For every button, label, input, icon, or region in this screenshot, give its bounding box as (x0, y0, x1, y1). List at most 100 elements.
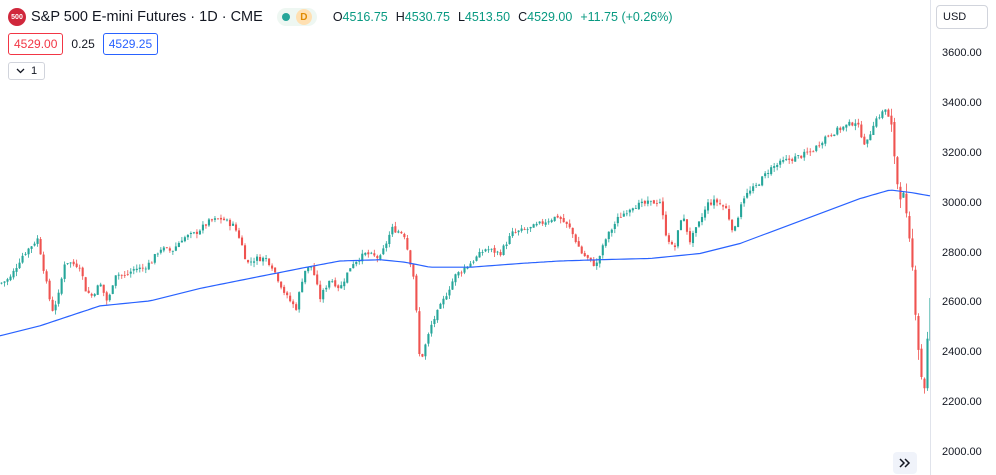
candle-up (54, 304, 57, 311)
candle-down (48, 280, 51, 300)
candle-up (331, 281, 334, 283)
sell-price-button[interactable]: 4529.00 (8, 33, 64, 55)
candle-up (803, 151, 806, 158)
candle-up (189, 232, 192, 235)
candle-down (923, 378, 926, 389)
candle-up (815, 145, 818, 151)
candle-down (499, 252, 502, 256)
price-axis-tick: 2600.00 (942, 296, 982, 309)
candle-up (749, 190, 752, 194)
candle-up (451, 281, 454, 290)
candle-up (706, 202, 710, 211)
candle-up (926, 338, 929, 389)
candle-down (725, 206, 728, 209)
candle-down (367, 252, 370, 255)
candle-up (66, 263, 69, 265)
candle-up (138, 267, 141, 270)
candle-down (559, 216, 562, 220)
market-open-dot-icon (281, 13, 290, 21)
candle-up (180, 240, 183, 243)
market-status-pill[interactable]: D (276, 8, 317, 26)
candle-up (391, 226, 394, 235)
candle-up (634, 208, 637, 209)
candle-up (352, 264, 355, 269)
candle-up (764, 173, 767, 177)
candle-down (661, 201, 664, 216)
candle-down (39, 239, 42, 255)
candle-up (207, 219, 211, 226)
symbol-logo[interactable]: 500 (8, 8, 26, 26)
candle-up (99, 284, 102, 287)
candle-down (274, 267, 277, 273)
candle-up (310, 266, 313, 268)
candle-down (72, 261, 75, 265)
candle-up (153, 254, 156, 263)
candle-up (225, 219, 229, 221)
candle-up (454, 274, 457, 283)
candle-up (132, 269, 135, 271)
candle-up (358, 260, 361, 262)
candle-down (120, 274, 123, 276)
candle-up (231, 223, 235, 226)
candle-down (652, 200, 655, 204)
candle-up (550, 220, 553, 222)
candle-down (337, 285, 340, 289)
candle-up (884, 109, 887, 112)
candle-up (361, 253, 364, 262)
price-axis-tick: 2200.00 (942, 396, 982, 409)
currency-selector[interactable]: USD (936, 5, 988, 29)
candle-up (192, 232, 195, 234)
low-value: 4513.50 (464, 10, 511, 24)
price-axis-separator (930, 0, 931, 475)
candle-up (397, 231, 400, 233)
candle-up (481, 252, 484, 253)
candle-down (718, 203, 722, 205)
candle-up (255, 256, 259, 261)
candle-up (490, 248, 493, 250)
price-chart[interactable] (0, 0, 930, 475)
candle-up (30, 246, 33, 249)
candle-down (240, 237, 244, 246)
candle-down (460, 272, 463, 274)
candle-up (301, 281, 304, 293)
candle-up (595, 262, 598, 266)
candle-up (676, 230, 680, 247)
open-value: 4516.75 (342, 10, 388, 24)
candle-down (406, 237, 409, 250)
candle-up (328, 280, 331, 288)
spread-value: 0.25 (71, 37, 95, 51)
candle-up (18, 262, 21, 269)
candle-down (899, 186, 902, 200)
candle-down (673, 245, 677, 248)
candle-up (174, 246, 177, 251)
candle-up (340, 285, 343, 289)
candle-down (556, 215, 559, 218)
candle-up (117, 274, 120, 276)
candle-down (571, 227, 574, 235)
candle-up (535, 223, 538, 226)
candle-down (589, 257, 592, 260)
candle-down (81, 267, 84, 277)
indicators-toggle-button[interactable]: 1 (8, 62, 46, 80)
candle-down (890, 115, 893, 125)
candle-up (379, 255, 382, 260)
candle-down (592, 260, 595, 266)
delayed-data-badge[interactable]: D (295, 9, 312, 25)
candle-down (316, 274, 319, 285)
scroll-to-realtime-button[interactable] (893, 452, 917, 474)
candle-up (532, 224, 535, 228)
candle-up (343, 281, 346, 287)
candle-down (228, 219, 232, 227)
candle-up (785, 158, 788, 160)
candle-up (752, 186, 755, 191)
candle-up (679, 220, 683, 231)
candle-up (445, 296, 448, 300)
price-axis-tick: 3200.00 (942, 146, 982, 159)
symbol-title[interactable]: S&P 500 E-mini Futures · 1D · CME (31, 9, 263, 25)
candle-up (737, 217, 740, 227)
buy-price-button[interactable]: 4529.25 (102, 33, 159, 55)
candle-up (538, 221, 541, 224)
candle-up (183, 237, 186, 242)
candle-up (824, 136, 827, 144)
candle-down (565, 221, 568, 224)
